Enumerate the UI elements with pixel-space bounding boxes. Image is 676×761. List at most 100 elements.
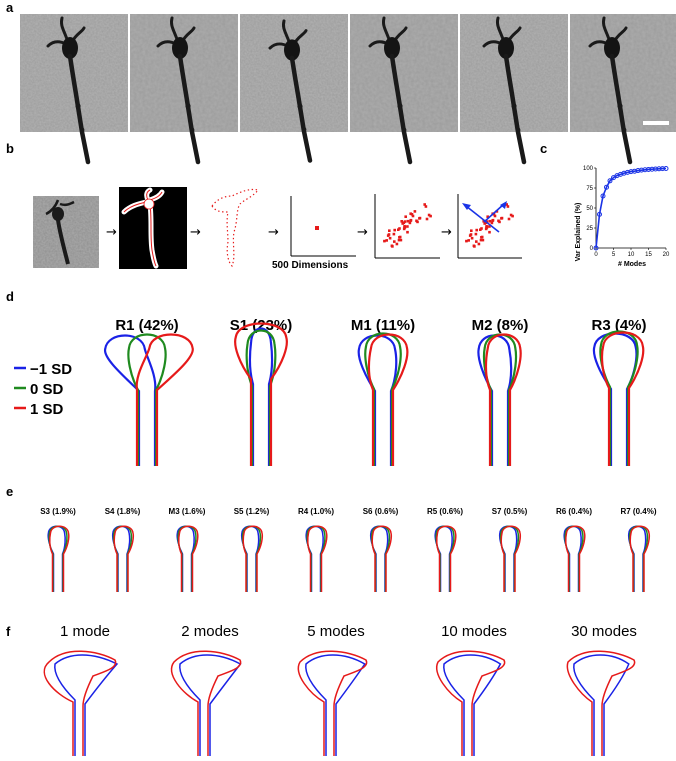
scatter-point: [481, 238, 485, 242]
scatter-point: [383, 239, 386, 243]
mode-title: M2 (8%): [472, 317, 529, 334]
scatter-point: [479, 238, 483, 242]
outline-1sd: [367, 333, 409, 466]
minor-mode-title: S3 (1.9%): [40, 507, 76, 516]
scatter-point: [406, 225, 409, 228]
outline-1sd: [178, 525, 199, 592]
scatter-point: [479, 228, 482, 231]
y-tick-label: 50: [586, 206, 593, 212]
dimensions-label: 500 Dimensions: [272, 260, 349, 271]
scatter-point: [477, 242, 481, 246]
outline-0sd: [599, 330, 639, 466]
scatter-point: [507, 217, 511, 221]
scatter-point: [469, 233, 473, 236]
scatter-point: [388, 236, 392, 240]
minor-mode-2: S4 (1.8%): [105, 507, 141, 592]
reconstructed-outline: [43, 650, 117, 756]
scatter-point: [397, 238, 401, 242]
scatter-point: [406, 230, 409, 234]
scatter-point: [391, 245, 394, 248]
target-outline: [179, 654, 242, 756]
scatter-point: [488, 219, 492, 223]
mode-title: R3 (4%): [591, 317, 646, 334]
x-tick-label: 5: [612, 252, 616, 258]
outline-1sd: [629, 525, 651, 592]
minor-mode-title: S4 (1.8%): [105, 507, 141, 516]
outline-1sd: [436, 525, 457, 592]
outline-1sd: [49, 525, 70, 592]
legend-label-minus1sd: −1 SD: [30, 361, 72, 378]
reconstruction-title: 1 mode: [60, 623, 110, 640]
scatter-point: [427, 213, 431, 217]
scatter-point: [399, 238, 403, 242]
scatter-point: [484, 227, 488, 231]
scatter-point: [393, 228, 396, 232]
target-outline: [54, 654, 119, 756]
series-line: [595, 167, 667, 249]
scatter-point: [425, 217, 429, 221]
outline-0sd: [245, 329, 277, 466]
minor-mode-title: R6 (0.4%): [556, 507, 592, 516]
scatter-point: [404, 215, 407, 218]
scatter-point: [416, 220, 419, 224]
outline-minus1sd: [357, 334, 398, 466]
outline-1sd: [234, 322, 288, 466]
scatter-point: [402, 227, 406, 231]
data-point: [600, 193, 606, 199]
contour-points: [211, 188, 259, 268]
scatter-point: [387, 233, 391, 236]
legend-label-1sd: 1 SD: [30, 401, 64, 418]
scatter-point: [423, 203, 426, 206]
panel-b-pipeline: → → → 500 Dimensions → →: [33, 187, 522, 271]
scatter-point: [488, 230, 491, 234]
scatter-point: [488, 225, 491, 228]
reconstructed-outline: [436, 650, 506, 756]
mode-5: R3 (4%): [591, 317, 647, 466]
y-tick-label: 0: [590, 246, 594, 252]
mode-title: R1 (42%): [115, 317, 178, 334]
scatter-point: [474, 232, 478, 236]
reconstruction-title: 30 modes: [571, 623, 637, 640]
minor-mode-7: R5 (0.6%): [427, 507, 463, 592]
mode-2: S1 (23%): [230, 317, 292, 466]
micrograph-frame-3: [240, 14, 348, 161]
outline-0sd: [127, 333, 167, 466]
minor-mode-title: S6 (0.6%): [363, 507, 399, 516]
minor-mode-title: R5 (0.6%): [427, 507, 463, 516]
scatter-point: [397, 228, 400, 231]
data-point: [607, 178, 613, 184]
scatter-cloud: [374, 194, 440, 259]
arrow-icon: →: [190, 225, 201, 240]
y-tick-label: 100: [583, 166, 594, 172]
minor-mode-3: M3 (1.6%): [169, 507, 206, 592]
reconstruction-4: 10 modes: [436, 623, 507, 756]
mode-4: M2 (8%): [472, 317, 529, 466]
panel-label-c: c: [540, 141, 547, 156]
pca-axes: [457, 194, 522, 259]
scatter-point: [475, 240, 478, 243]
scatter-point: [429, 214, 432, 218]
y-axis-label: Var Explained (%): [575, 203, 582, 262]
reconstruction-title: 5 modes: [307, 623, 365, 640]
panel-label-b: b: [6, 141, 14, 156]
scatter-point: [486, 215, 489, 218]
scatter-point: [424, 205, 428, 208]
scatter-points: [383, 203, 432, 248]
scatter-point: [411, 214, 415, 218]
outline-1sd: [484, 333, 522, 466]
outline-minus1sd: [104, 334, 157, 466]
scatter-point: [484, 221, 488, 224]
high-dim-point: 500 Dimensions: [272, 196, 356, 271]
scatter-point: [509, 213, 513, 217]
scatter-point: [475, 228, 478, 232]
micrograph-frame-5: [460, 14, 568, 162]
scatter-point: [470, 236, 474, 240]
scatter-point: [406, 219, 410, 223]
scatter-point: [410, 213, 414, 216]
arrow-icon: →: [357, 225, 368, 240]
minor-mode-title: S5 (1.2%): [234, 507, 270, 516]
panel-d-modes: R1 (42%) S1 (23%) M1 (11%) M2 (8%) R3 (4%): [104, 317, 647, 466]
reconstruction-1: 1 mode: [43, 623, 119, 756]
scatter-point: [500, 217, 503, 220]
